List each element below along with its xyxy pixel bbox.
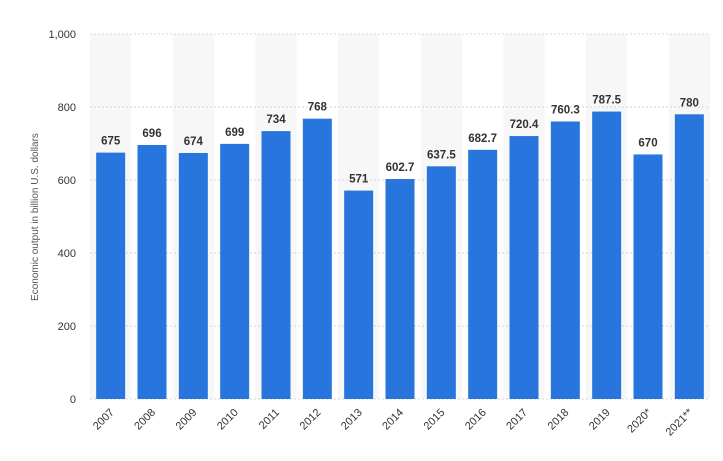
x-tick-label: 2008	[132, 407, 158, 433]
data-label: 602.7	[386, 162, 415, 174]
x-tick-label: 2017	[504, 407, 530, 433]
x-tick-label: 2018	[546, 407, 572, 433]
y-tick-label: 0	[70, 394, 76, 406]
bar	[468, 149, 498, 399]
data-label: 734	[266, 114, 286, 126]
bar	[137, 144, 167, 399]
x-tick-label: 2015	[422, 407, 448, 433]
bars	[96, 111, 704, 400]
bar	[633, 154, 663, 399]
data-labels: 675 696 674 699 734 768 571 602.7 637.5 682.7 720.…	[101, 95, 699, 186]
bar	[344, 190, 374, 399]
y-axis-ticks: 0 200 400 600 800 1,000	[48, 29, 76, 406]
bar	[302, 118, 332, 400]
data-label: 674	[184, 136, 204, 148]
x-tick-label: 2009	[174, 407, 200, 433]
bar	[592, 111, 622, 399]
y-tick-label: 800	[58, 102, 76, 114]
y-axis-title: Economic output in billion U.S. dollars	[30, 133, 41, 301]
y-tick-label: 200	[58, 321, 76, 333]
data-label: 768	[308, 102, 328, 114]
bar	[261, 131, 291, 399]
data-label: 682.7	[468, 133, 497, 145]
x-tick-label: 2012	[298, 407, 324, 433]
data-label: 720.4	[510, 119, 539, 131]
bar	[674, 114, 704, 400]
data-label: 696	[142, 128, 161, 140]
data-label: 675	[101, 136, 121, 148]
bar	[178, 152, 208, 399]
x-tick-label: 2020*	[625, 406, 654, 435]
bar	[96, 152, 126, 399]
x-axis-ticks: 2007 2008 2009 2010 2011 2012 2013 2014 2015 2016…	[91, 406, 696, 438]
x-tick-label: 2011	[257, 407, 282, 432]
x-tick-label: 2016	[463, 407, 489, 433]
bar	[509, 136, 539, 399]
data-label: 780	[680, 97, 699, 109]
y-tick-label: 1,000	[48, 29, 76, 41]
data-label: 787.5	[592, 95, 621, 107]
y-tick-label: 400	[58, 248, 76, 260]
data-label: 670	[638, 137, 657, 149]
x-tick-label: 2021**	[664, 406, 696, 438]
x-tick-label: 2010	[215, 407, 241, 433]
data-label: 760.3	[551, 104, 580, 116]
data-label: 571	[349, 174, 369, 186]
x-tick-label: 2007	[91, 407, 117, 433]
x-tick-label: 2014	[380, 407, 406, 433]
bar	[426, 166, 456, 399]
x-tick-label: 2013	[339, 407, 365, 433]
data-label: 699	[225, 127, 244, 139]
y-tick-label: 600	[58, 175, 76, 187]
bar	[550, 121, 580, 399]
x-tick-label: 2019	[587, 407, 613, 433]
bar	[385, 179, 415, 399]
bar	[220, 143, 250, 399]
data-label: 637.5	[427, 149, 456, 161]
